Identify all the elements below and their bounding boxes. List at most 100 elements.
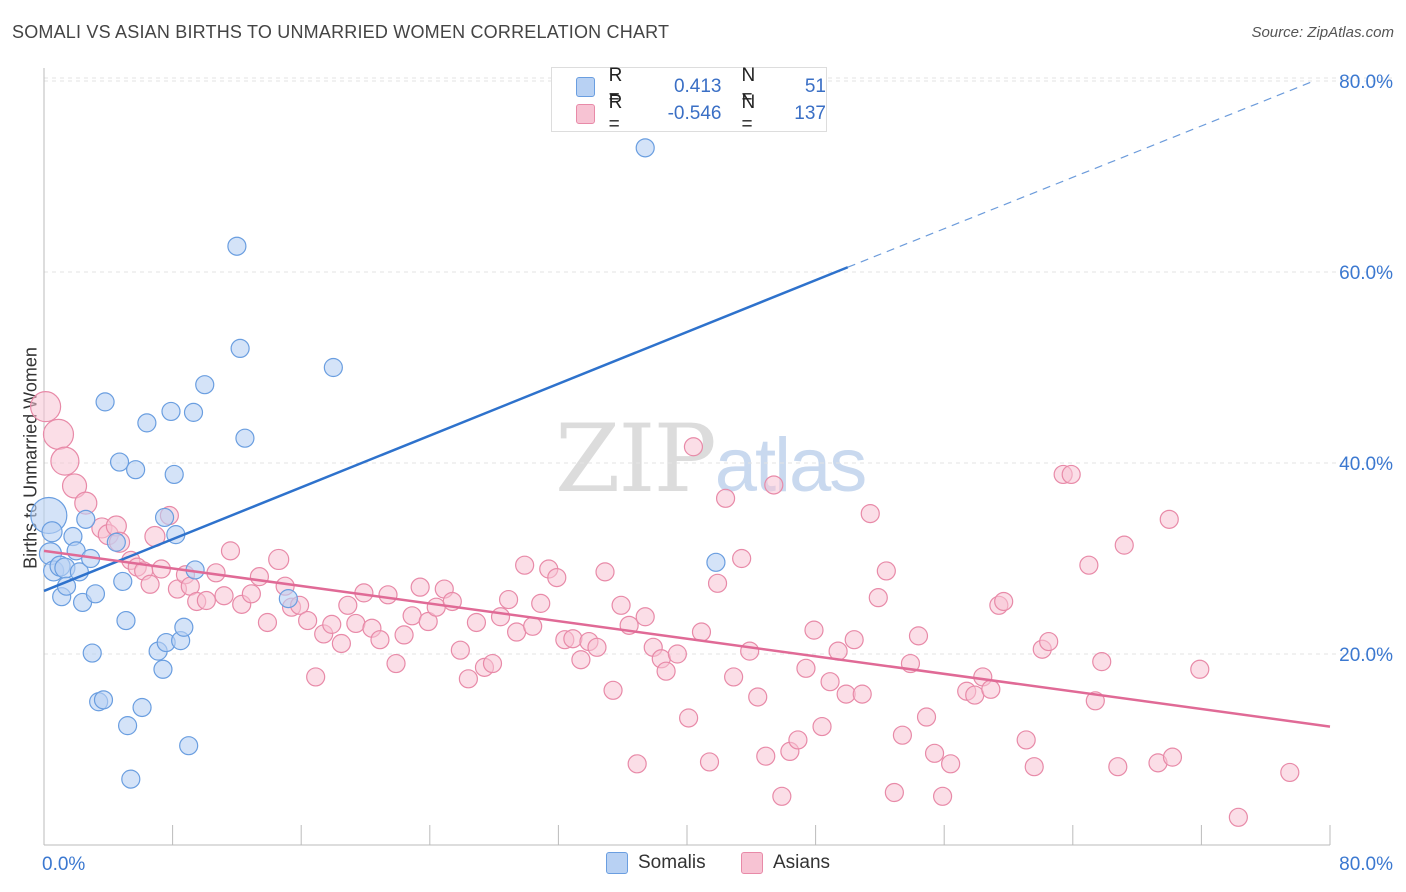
asian-point <box>1114 535 1134 555</box>
asian-point <box>268 548 290 571</box>
asian-point <box>1024 757 1044 777</box>
somali-point <box>183 402 204 422</box>
asian-point <box>1039 631 1059 652</box>
asian-point <box>965 685 985 705</box>
asian-point <box>547 567 567 588</box>
asian-point <box>1061 464 1081 485</box>
asian-point <box>788 730 808 750</box>
asian-point <box>908 626 929 646</box>
somali-point <box>164 464 184 485</box>
asian-point <box>220 541 241 561</box>
asian-point <box>563 629 583 649</box>
asian-point <box>50 446 80 476</box>
asian-point <box>346 613 366 634</box>
asian-point <box>595 562 615 582</box>
somali-point <box>153 659 173 679</box>
y-tick-label: 80.0% <box>1339 72 1393 93</box>
watermark: ZIPatlas <box>555 405 867 514</box>
somali-point <box>230 338 250 358</box>
asian-point <box>338 595 358 615</box>
somali-trend-extension <box>847 80 1315 268</box>
asian-point <box>450 640 470 660</box>
n-label: N = <box>741 92 756 135</box>
asian-trend-line <box>43 549 1331 728</box>
legend-row-asians: R = -0.546 N = 137 <box>576 92 826 135</box>
asian-point <box>30 391 62 423</box>
r-value: -0.546 <box>667 103 722 124</box>
asian-point <box>1228 807 1248 827</box>
stats-legend: R = 0.413 N = 51 R = -0.546 N = 137 <box>551 65 827 135</box>
asian-point <box>884 782 904 803</box>
asian-point <box>241 584 261 604</box>
asian-point <box>196 590 216 611</box>
asian-point <box>249 567 270 587</box>
asian-point <box>764 475 784 495</box>
asian-point <box>466 612 487 633</box>
y-tick-label: 40.0% <box>1339 454 1393 475</box>
tick-labels: 20.0% 40.0% 60.0% 80.0% 0.0% 80.0% <box>42 72 1393 875</box>
somali-point <box>126 460 146 480</box>
asian-point <box>715 488 736 508</box>
axes <box>43 68 1331 846</box>
asian-point <box>796 658 816 678</box>
asian-point <box>994 591 1014 612</box>
asian-point <box>844 630 864 650</box>
source-credit: Source: ZipAtlas.com <box>1251 24 1394 41</box>
asian-point <box>257 612 278 633</box>
asian-point <box>679 708 699 728</box>
asian-point <box>61 473 88 499</box>
somali-point <box>154 507 175 528</box>
asian-point <box>498 589 519 610</box>
asian-point <box>611 595 631 615</box>
asian-point <box>426 597 446 617</box>
asians-swatch <box>576 104 595 124</box>
somalis-legend-swatch <box>606 852 628 874</box>
asian-point <box>1280 762 1300 783</box>
asian-point <box>924 743 945 763</box>
somali-point <box>117 716 138 736</box>
asian-point <box>860 504 880 524</box>
legend-somalis: Somalis <box>606 852 706 874</box>
legend-asians: Asians <box>741 852 830 874</box>
r-value: 0.413 <box>673 76 722 97</box>
somali-point <box>235 428 255 448</box>
asian-point <box>571 650 591 670</box>
asian-point <box>820 672 840 692</box>
y-tick-label: 20.0% <box>1339 645 1393 666</box>
somali-point <box>41 521 63 543</box>
somali-point <box>121 769 141 789</box>
asian-point <box>740 641 760 661</box>
asians-legend-label: Asians <box>773 852 831 873</box>
somali-point <box>132 697 152 718</box>
asian-point <box>322 614 342 634</box>
asian-point <box>402 606 422 626</box>
somali-point <box>323 357 343 378</box>
somali-trend-line <box>43 266 849 593</box>
somali-point <box>195 375 215 395</box>
asian-point <box>394 625 414 645</box>
somali-point <box>93 690 114 710</box>
n-value: 51 <box>804 76 826 97</box>
somali-point <box>109 452 130 472</box>
asian-point <box>724 667 744 687</box>
asian-point <box>523 616 543 636</box>
asian-point <box>627 754 647 774</box>
asian-point <box>386 653 406 674</box>
asian-point <box>298 610 318 631</box>
asian-point <box>932 786 953 806</box>
somali-point <box>635 138 655 158</box>
asian-points <box>30 391 1300 827</box>
asian-point <box>699 752 720 772</box>
asian-point <box>490 607 511 627</box>
asian-point <box>331 633 351 654</box>
asian-point <box>732 548 752 569</box>
asian-point <box>892 725 913 745</box>
somali-point <box>85 584 106 604</box>
r-label: R = <box>608 92 623 135</box>
asian-point <box>306 667 326 687</box>
asian-point <box>1016 730 1036 750</box>
asian-point <box>1159 509 1179 529</box>
somali-point <box>706 552 726 572</box>
asian-point <box>656 661 676 681</box>
somalis-swatch <box>576 77 595 97</box>
